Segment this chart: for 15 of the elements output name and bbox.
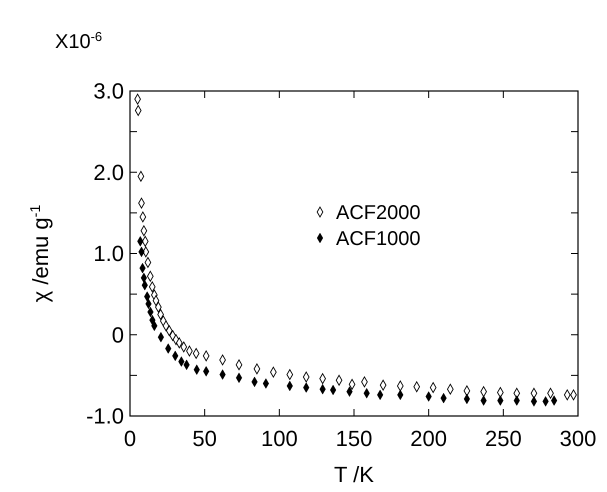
legend-label: ACF1000 <box>336 228 420 250</box>
y-tick-label: 0 <box>112 322 124 348</box>
x-tick-label: 100 <box>260 426 298 451</box>
text: X10$^{-6}$ <box>55 28 102 53</box>
y-tick-label: 2.0 <box>93 160 124 185</box>
y-tick-label: -1.0 <box>86 404 124 429</box>
x-tick-label: 150 <box>336 426 372 451</box>
x-tick-label: 250 <box>484 426 522 451</box>
x-tick-label: 200 <box>410 426 448 451</box>
legend-label: ACF2000 <box>336 202 420 224</box>
x-axis-title: T /K <box>334 462 374 487</box>
x-tick-label: 300 <box>560 426 596 451</box>
y-tick-label: 1.0 <box>93 241 124 266</box>
y-tick-label: 3.0 <box>93 78 124 104</box>
x-tick-label: 50 <box>192 426 217 451</box>
